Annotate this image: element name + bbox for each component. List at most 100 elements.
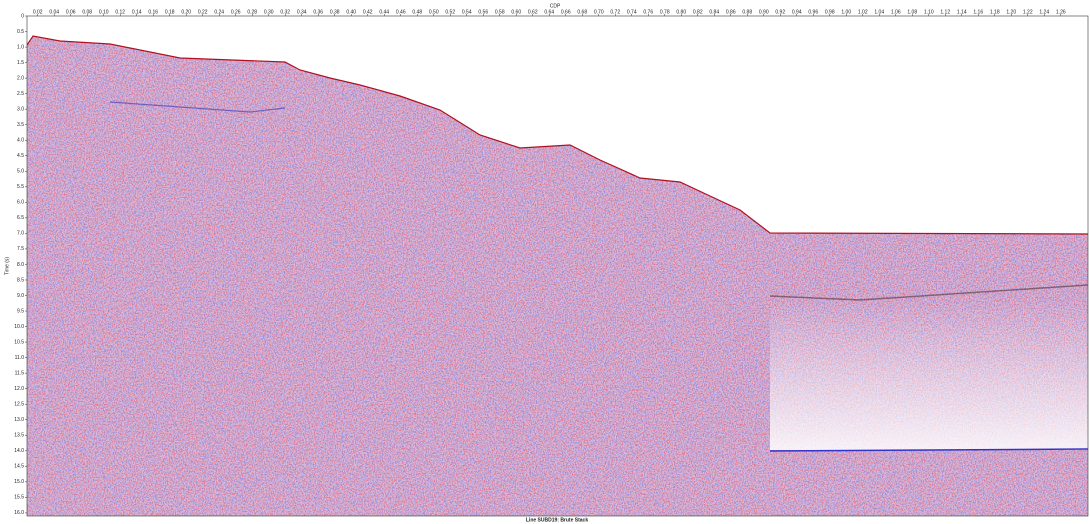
- x-tick-label: 0.48: [412, 9, 422, 15]
- x-tick-label: 1.26: [1056, 9, 1066, 15]
- x-tick-label: 0.02: [33, 9, 43, 15]
- y-tick-label: 10.0: [14, 324, 24, 330]
- y-tick-label: 0: [21, 13, 24, 19]
- y-tick-label: 3.0: [17, 106, 24, 112]
- y-tick-label: 15.0: [14, 479, 24, 485]
- x-tick-label: 0.10: [99, 9, 109, 15]
- x-tick-label: 1.00: [841, 9, 851, 15]
- x-tick-label: 0.98: [825, 9, 835, 15]
- y-tick-label: 12.0: [14, 386, 24, 392]
- y-tick-label: 5.5: [17, 184, 24, 190]
- x-tick-label: 1.04: [874, 9, 884, 15]
- x-tick-label: 0.40: [346, 9, 356, 15]
- x-tick-label: 0.96: [808, 9, 818, 15]
- chart-title: Line SUBD19: Brute Stack: [526, 517, 588, 523]
- x-tick-label: 1.12: [940, 9, 950, 15]
- x-tick-label: 1.10: [924, 9, 934, 15]
- x-tick-label: 0.50: [429, 9, 439, 15]
- x-tick-label: 0.30: [264, 9, 274, 15]
- frame: [26, 15, 1089, 517]
- x-tick-label: 0.90: [759, 9, 769, 15]
- y-tick-label: 0.5: [17, 29, 24, 35]
- x-tick-label: 0.22: [198, 9, 208, 15]
- x-tick-label: 0.68: [577, 9, 587, 15]
- x-tick-label: 0.14: [132, 9, 142, 15]
- x-tick-label: 0.62: [528, 9, 538, 15]
- y-tick-label: 9.0: [17, 293, 24, 299]
- x-tick-label: 0.66: [561, 9, 571, 15]
- x-tick-label: 0.60: [511, 9, 521, 15]
- x-tick-label: 1.18: [990, 9, 1000, 15]
- x-tick-label: 1.20: [1006, 9, 1016, 15]
- x-tick-label: 0.58: [495, 9, 505, 15]
- x-tick-label: 0.74: [627, 9, 637, 15]
- x-tick-label: 1.24: [1039, 9, 1049, 15]
- x-tick-label: 0.28: [247, 9, 257, 15]
- x-tick-label: 0.92: [775, 9, 785, 15]
- y-tick-label: 9.5: [17, 308, 24, 314]
- y-tick-label: 3.5: [17, 122, 24, 128]
- x-tick-label: 1.02: [858, 9, 868, 15]
- x-tick-label: 0.44: [379, 9, 389, 15]
- x-tick-label: 0.26: [231, 9, 241, 15]
- y-tick-label: 5.0: [17, 169, 24, 175]
- x-tick-label: 0.46: [396, 9, 406, 15]
- y-tick-label: 2.0: [17, 75, 24, 81]
- x-tick-label: 0.78: [660, 9, 670, 15]
- x-tick-label: 0.20: [181, 9, 191, 15]
- y-tick-label: 7.0: [17, 231, 24, 237]
- x-tick-label: 1.22: [1023, 9, 1033, 15]
- x-tick-label: 0.42: [363, 9, 373, 15]
- y-tick-label: 11.0: [15, 355, 25, 361]
- x-tick-label: 0.36: [313, 9, 323, 15]
- x-tick-label: 1.14: [957, 9, 967, 15]
- x-tick-label: 0.82: [693, 9, 703, 15]
- x-tick-label: 0.06: [66, 9, 76, 15]
- x-tick-label: 0.04: [49, 9, 59, 15]
- y-axis-label: Time (s): [4, 257, 10, 275]
- x-tick-label: 1.16: [973, 9, 983, 15]
- x-tick-label: 0.54: [462, 9, 472, 15]
- y-tick-label: 6.5: [17, 215, 24, 221]
- x-tick-label: 0.86: [726, 9, 736, 15]
- y-tick-label: 14.0: [14, 448, 24, 454]
- x-tick-label: 0.56: [478, 9, 488, 15]
- x-tick-label: 0.76: [643, 9, 653, 15]
- y-tick-label: 1.0: [17, 44, 24, 50]
- x-tick-label: 0.72: [610, 9, 620, 15]
- y-tick-label: 12.5: [14, 402, 24, 408]
- y-tick-label: 13.0: [14, 417, 24, 423]
- x-tick-label: 0.38: [330, 9, 340, 15]
- x-tick-label: 0.64: [544, 9, 554, 15]
- y-tick-label: 1.5: [17, 60, 24, 66]
- y-tick-label: 4.0: [17, 138, 24, 144]
- x-tick-label: 0.84: [709, 9, 719, 15]
- seismic-section: [27, 36, 1088, 516]
- x-tick-label: 0.70: [594, 9, 604, 15]
- x-tick-label: 0.08: [82, 9, 92, 15]
- y-tick-label: 4.5: [17, 153, 24, 159]
- y-tick-label: 13.5: [14, 433, 24, 439]
- x-tick-label: 0.52: [445, 9, 455, 15]
- x-tick-label: 0.16: [148, 9, 158, 15]
- y-tick-label: 15.5: [14, 495, 24, 501]
- y-tick-label: 10.5: [14, 339, 24, 345]
- x-tick-label: 0.18: [165, 9, 175, 15]
- y-tick-label: 14.5: [14, 464, 24, 470]
- x-tick-label: 0.88: [742, 9, 752, 15]
- seafloor: [26, 35, 1089, 235]
- x-tick-label: 0.80: [676, 9, 686, 15]
- y-tick-label: 6.0: [17, 200, 24, 206]
- y-tick-label: 2.5: [17, 91, 24, 97]
- y-tick-label: 8.0: [17, 262, 24, 268]
- y-tick-label: 7.5: [17, 246, 24, 252]
- x-axis-label: CDP: [550, 3, 561, 9]
- x-tick-label: 0.32: [280, 9, 290, 15]
- x-tick-label: 0.34: [297, 9, 307, 15]
- y-tick-label: 16.0: [14, 510, 24, 516]
- x-tick-label: 0.94: [792, 9, 802, 15]
- y-tick-label: 8.5: [17, 277, 24, 283]
- x-tick-label: 1.06: [891, 9, 901, 15]
- x-tick-label: 1.08: [907, 9, 917, 15]
